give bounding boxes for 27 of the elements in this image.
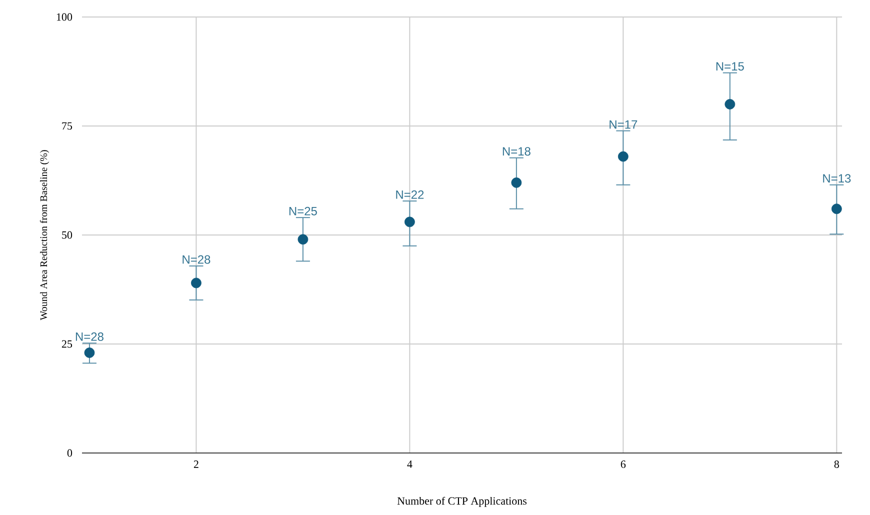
- point: [724, 99, 736, 110]
- annotation: N=25: [289, 206, 317, 216]
- annotation: N=17: [610, 120, 638, 129]
- y-axis-title: Wound Area Reduction from Baseline (%): [40, 150, 50, 320]
- x-tick-label: 4: [407, 460, 412, 468]
- point: [404, 216, 415, 228]
- point: [511, 177, 522, 188]
- point: [298, 234, 308, 245]
- point: [84, 348, 95, 358]
- annotation: N=18: [502, 147, 530, 156]
- y-tick-label: 75: [62, 122, 72, 130]
- point: [191, 278, 202, 288]
- annotation: N=15: [716, 62, 744, 71]
- point: [831, 204, 842, 214]
- y-tick-label: 100: [56, 13, 72, 21]
- annotation: N=28: [76, 332, 104, 341]
- x-axis-title: Number of CTP Applications: [397, 496, 527, 507]
- point: [618, 151, 628, 162]
- y-tick-label: 0: [67, 449, 72, 457]
- x-tick-label: 6: [620, 460, 626, 468]
- annotation: N=28: [182, 255, 210, 264]
- x-tick-label: 8: [834, 460, 839, 468]
- annotation: N=13: [823, 174, 851, 183]
- y-tick-label: 25: [62, 340, 72, 348]
- y-tick-label: 50: [62, 231, 72, 239]
- annotation: N=22: [396, 190, 424, 199]
- x-tick-label: 2: [194, 460, 198, 468]
